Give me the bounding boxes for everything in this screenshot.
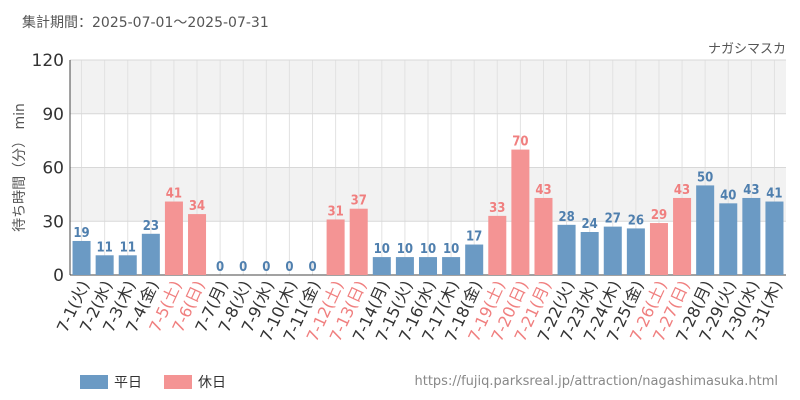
bar-value-label: 10 [374, 242, 390, 257]
bar [395, 257, 414, 275]
bar [465, 244, 484, 275]
bar-value-label: 29 [651, 208, 667, 223]
bar-value-label: 41 [166, 187, 182, 202]
bar-value-label: 43 [674, 183, 690, 198]
bar-value-label: 0 [285, 260, 293, 275]
bar-value-label: 0 [308, 260, 316, 275]
bar-value-label: 40 [720, 188, 736, 203]
bar-value-label: 34 [189, 199, 205, 214]
bar-value-label: 0 [239, 260, 247, 275]
y-tick-label: 60 [42, 159, 64, 179]
bar [580, 232, 599, 275]
bar [141, 233, 160, 275]
bar-value-label: 28 [558, 210, 574, 225]
bar-value-label: 50 [697, 170, 713, 185]
bar [765, 201, 784, 275]
bar-value-label: 11 [97, 240, 113, 255]
legend-label-holiday: 休日 [198, 375, 226, 391]
bar [188, 214, 207, 275]
bar [349, 208, 368, 275]
bar-value-label: 10 [420, 242, 436, 257]
y-tick-label: 90 [42, 105, 64, 125]
source-url[interactable]: https://fujiq.parksreal.jp/attraction/na… [414, 374, 779, 389]
bar [511, 149, 530, 275]
bar [442, 257, 461, 275]
legend-item-holiday[interactable]: 休日 [164, 372, 226, 392]
bar [534, 197, 553, 275]
bar [603, 226, 622, 275]
bar [118, 255, 137, 275]
bar-value-label: 43 [535, 183, 551, 198]
bar [742, 197, 761, 275]
legend-label-weekday: 平日 [114, 375, 142, 391]
bar [719, 203, 738, 275]
bar-value-label: 43 [743, 183, 759, 198]
bar [696, 185, 715, 275]
bar-value-label: 10 [397, 242, 413, 257]
y-tick-label: 120 [32, 51, 64, 71]
bar-value-label: 11 [120, 240, 136, 255]
bar [649, 223, 668, 275]
bar-value-label: 37 [351, 194, 367, 209]
bar [326, 219, 345, 275]
legend: 平日 休日 [80, 372, 226, 392]
bar-value-label: 23 [143, 219, 159, 234]
legend-swatch-weekday [80, 375, 108, 389]
bar-value-label: 33 [489, 201, 505, 216]
bar [72, 240, 91, 275]
bar-value-label: 70 [512, 135, 528, 150]
bar-value-label: 27 [605, 212, 621, 227]
bar [488, 215, 507, 275]
bar-value-label: 24 [582, 217, 598, 232]
bar [626, 228, 645, 275]
bar-value-label: 17 [466, 230, 482, 245]
bar [95, 255, 114, 275]
attraction-name: ナガシマスカ [707, 42, 786, 57]
bar-value-label: 41 [766, 187, 782, 202]
legend-swatch-holiday [164, 375, 192, 389]
bar-value-label: 0 [262, 260, 270, 275]
bar [164, 201, 183, 275]
bar-value-label: 10 [443, 242, 459, 257]
bar-value-label: 26 [628, 213, 644, 228]
bar-value-label: 19 [73, 226, 89, 241]
y-axis-title: 待ち時間（分） min [12, 103, 28, 232]
bar [673, 197, 692, 275]
bar [372, 257, 391, 275]
bar [557, 224, 576, 275]
legend-item-weekday[interactable]: 平日 [80, 372, 142, 392]
bar [418, 257, 438, 275]
bar-value-label: 31 [327, 204, 343, 219]
y-tick-label: 0 [53, 266, 64, 286]
period-label: 集計期間：2025-07-01～2025-07-31 [22, 15, 269, 31]
y-tick-label: 30 [42, 212, 64, 232]
bar-value-label: 0 [216, 260, 224, 275]
